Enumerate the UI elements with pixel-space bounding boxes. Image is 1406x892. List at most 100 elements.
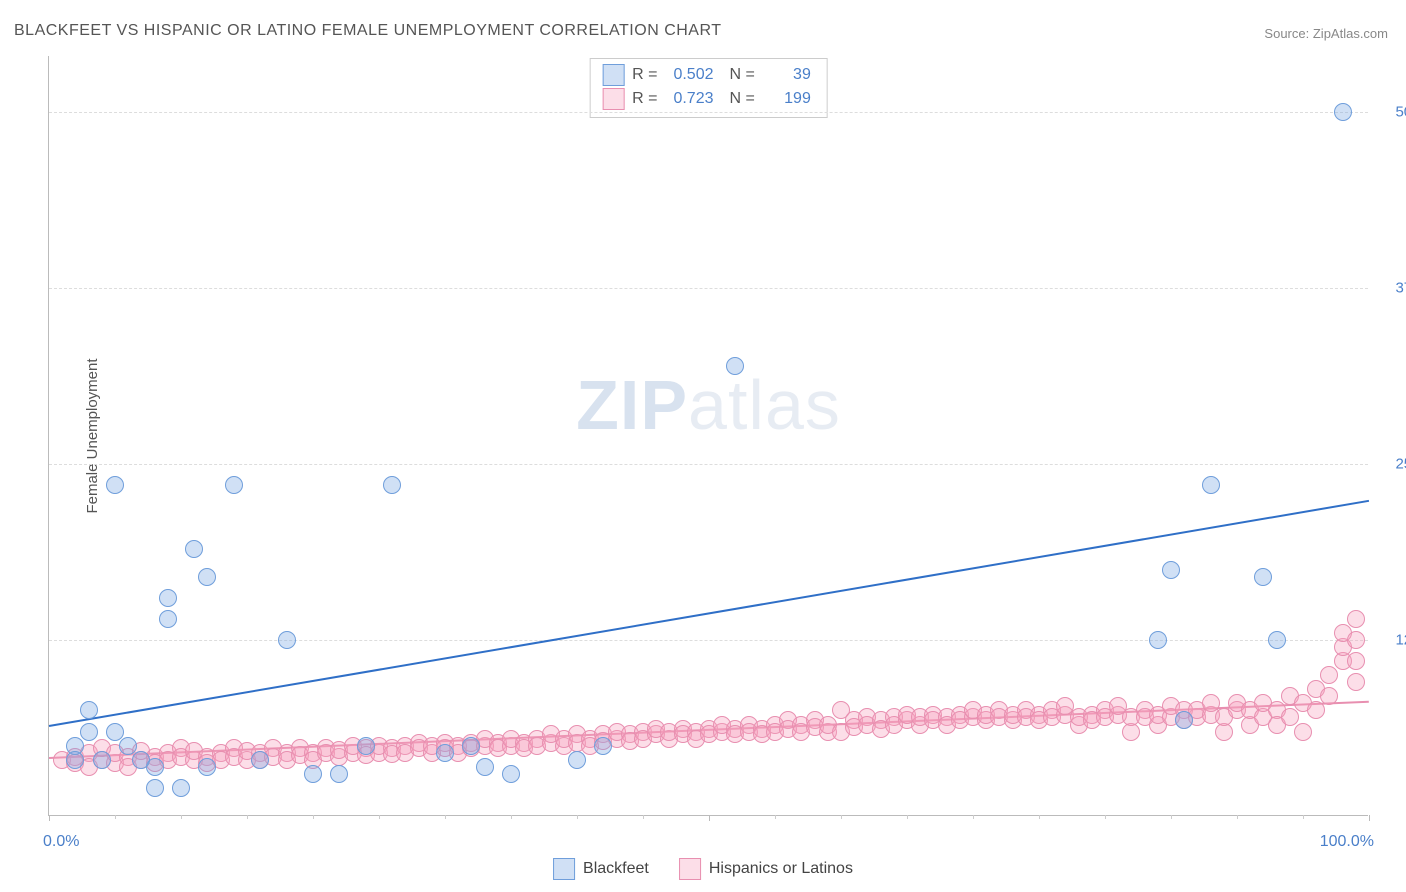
x-tick-minor [1105, 815, 1106, 819]
data-point [304, 765, 322, 783]
x-axis-max-label: 100.0% [1320, 833, 1374, 851]
swatch-series-2 [602, 88, 624, 110]
data-point [1307, 701, 1325, 719]
data-point [159, 589, 177, 607]
data-point [502, 765, 520, 783]
data-point [383, 476, 401, 494]
data-point [436, 744, 454, 762]
data-point [1347, 631, 1365, 649]
trend-line [49, 499, 1369, 726]
x-tick-minor [445, 815, 446, 819]
n-value-2: 199 [763, 87, 811, 111]
data-point [198, 758, 216, 776]
data-point [80, 723, 98, 741]
x-tick-minor [1303, 815, 1304, 819]
x-tick-minor [577, 815, 578, 819]
data-point [1347, 673, 1365, 691]
x-tick-minor [1039, 815, 1040, 819]
x-tick-minor [379, 815, 380, 819]
gridline [49, 640, 1368, 641]
data-point [1347, 610, 1365, 628]
r-value-2: 0.723 [666, 87, 714, 111]
x-tick-minor [1171, 815, 1172, 819]
n-label: N = [730, 87, 755, 111]
r-label: R = [632, 87, 657, 111]
watermark: ZIPatlas [576, 365, 841, 445]
r-label: R = [632, 63, 657, 87]
data-point [1202, 476, 1220, 494]
data-point [594, 737, 612, 755]
data-point [93, 751, 111, 769]
x-tick-minor [511, 815, 512, 819]
data-point [1347, 652, 1365, 670]
data-point [146, 758, 164, 776]
data-point [1268, 631, 1286, 649]
legend: Blackfeet Hispanics or Latinos [553, 858, 853, 880]
stats-row-series-1: R = 0.502 N = 39 [602, 63, 811, 87]
data-point [106, 476, 124, 494]
y-tick-label: 12.5% [1378, 632, 1406, 649]
data-point [1320, 687, 1338, 705]
data-point [330, 765, 348, 783]
legend-label-2: Hispanics or Latinos [709, 860, 853, 878]
y-axis-label: Female Unemployment [84, 358, 101, 513]
data-point [1334, 103, 1352, 121]
data-point [357, 737, 375, 755]
stats-row-series-2: R = 0.723 N = 199 [602, 87, 811, 111]
data-point [185, 540, 203, 558]
data-point [146, 779, 164, 797]
legend-label-1: Blackfeet [583, 860, 649, 878]
legend-item-1: Blackfeet [553, 858, 649, 880]
correlation-stats-box: R = 0.502 N = 39 R = 0.723 N = 199 [589, 58, 828, 118]
data-point [66, 751, 84, 769]
data-point [225, 476, 243, 494]
x-tick-minor [841, 815, 842, 819]
x-tick-minor [181, 815, 182, 819]
data-point [726, 357, 744, 375]
x-tick-major [709, 815, 710, 821]
data-point [568, 751, 586, 769]
x-tick-minor [973, 815, 974, 819]
scatter-plot-area: ZIPatlas Female Unemployment R = 0.502 N… [48, 56, 1368, 816]
x-tick-minor [247, 815, 248, 819]
x-tick-minor [1237, 815, 1238, 819]
data-point [1149, 631, 1167, 649]
source-value: ZipAtlas.com [1313, 26, 1388, 41]
chart-title: BLACKFEET VS HISPANIC OR LATINO FEMALE U… [14, 22, 722, 40]
r-value-1: 0.502 [666, 63, 714, 87]
data-point [462, 737, 480, 755]
data-point [278, 631, 296, 649]
legend-item-2: Hispanics or Latinos [679, 858, 853, 880]
x-tick-major [1369, 815, 1370, 821]
data-point [1294, 723, 1312, 741]
data-point [80, 701, 98, 719]
source-attribution: Source: ZipAtlas.com [1264, 26, 1388, 41]
data-point [198, 568, 216, 586]
data-point [1175, 711, 1193, 729]
gridline [49, 464, 1368, 465]
x-tick-minor [643, 815, 644, 819]
data-point [251, 751, 269, 769]
data-point [1162, 561, 1180, 579]
x-tick-major [49, 815, 50, 821]
gridline [49, 288, 1368, 289]
x-tick-minor [313, 815, 314, 819]
legend-swatch-2 [679, 858, 701, 880]
data-point [172, 779, 190, 797]
y-tick-label: 50.0% [1378, 104, 1406, 121]
x-tick-minor [907, 815, 908, 819]
data-point [1320, 666, 1338, 684]
n-label: N = [730, 63, 755, 87]
x-tick-minor [775, 815, 776, 819]
gridline [49, 112, 1368, 113]
y-tick-label: 25.0% [1378, 456, 1406, 473]
source-label: Source: [1264, 26, 1309, 41]
watermark-bold: ZIP [576, 366, 688, 444]
swatch-series-1 [602, 64, 624, 86]
y-tick-label: 37.5% [1378, 280, 1406, 297]
legend-swatch-1 [553, 858, 575, 880]
x-tick-minor [115, 815, 116, 819]
data-point [159, 610, 177, 628]
data-point [476, 758, 494, 776]
data-point [1254, 568, 1272, 586]
